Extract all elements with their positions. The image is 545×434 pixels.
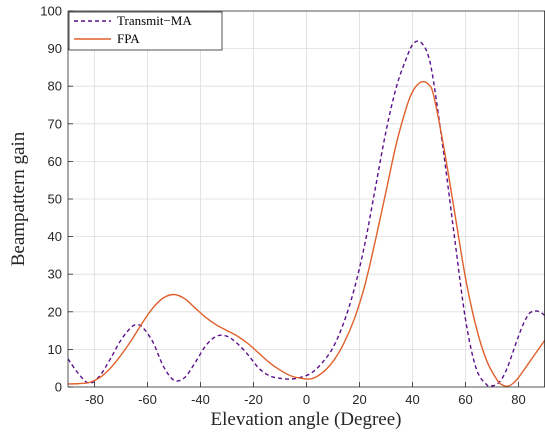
series-line-fpa	[68, 80, 545, 387]
x-tick-label: 40	[405, 392, 419, 407]
legend-label-transmit-ma: Transmit−MA	[117, 13, 192, 28]
x-tick-label: -20	[244, 392, 263, 407]
y-tick-label: 10	[48, 342, 62, 357]
tick-labels: -80 -60 -40 -20 0 20 40 60 80 0 10 20 30 40 50 60 70 80 90…	[40, 4, 525, 408]
x-tick-label: 60	[458, 392, 472, 407]
y-tick-label: 20	[48, 304, 62, 319]
series-layer	[68, 40, 545, 387]
legend-box	[68, 11, 223, 51]
y-tick-label: 70	[48, 116, 62, 131]
y-axis-title: Beampattern gain	[8, 131, 29, 266]
x-tick-label: 20	[352, 392, 366, 407]
legend: Transmit−MA FPA	[68, 11, 223, 51]
y-tick-label: 100	[40, 4, 62, 19]
y-tick-label: 80	[48, 79, 62, 94]
legend-label-fpa: FPA	[117, 31, 140, 46]
y-tick-label: 90	[48, 41, 62, 56]
x-tick-label: 80	[511, 392, 525, 407]
y-tick-label: 0	[55, 380, 62, 395]
x-tick-label: 0	[303, 392, 310, 407]
x-axis-title: Elevation angle (Degree)	[211, 409, 402, 430]
series-line-transmit-ma	[68, 40, 545, 387]
y-tick-label: 40	[48, 229, 62, 244]
y-tick-label: 50	[48, 192, 62, 207]
x-tick-label: -60	[138, 392, 157, 407]
x-tick-label: -40	[191, 392, 210, 407]
x-tick-label: -80	[85, 392, 104, 407]
y-tick-label: 60	[48, 154, 62, 169]
y-tick-label: 30	[48, 267, 62, 282]
